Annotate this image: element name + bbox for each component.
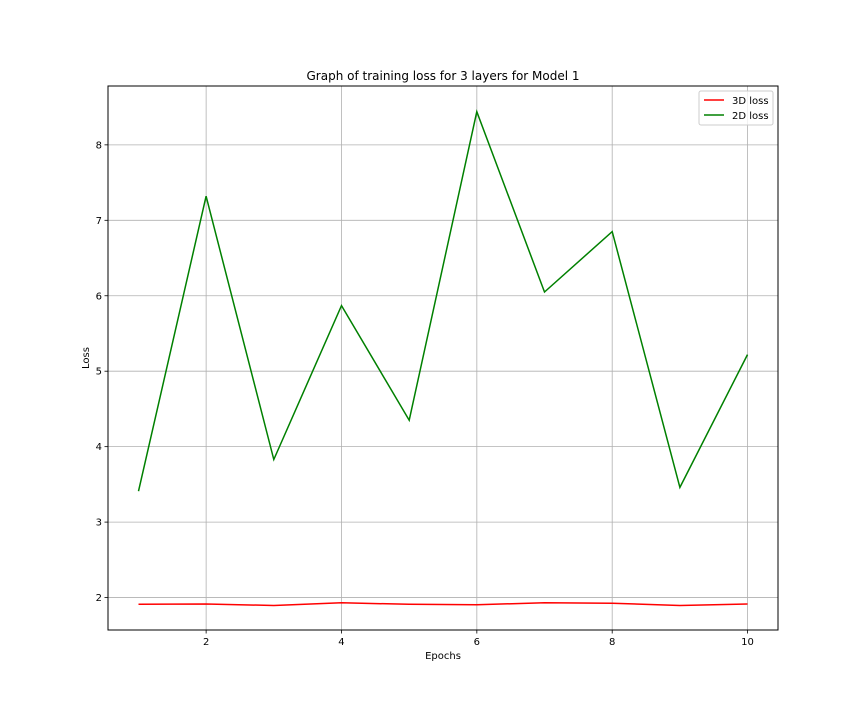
x-tick-label-6: 6	[474, 637, 480, 648]
legend: 3D loss 2D loss	[698, 90, 774, 126]
x-tick-label-10: 10	[741, 637, 754, 648]
series-line-2d-loss	[137, 109, 749, 492]
chart-title: Graph of training loss for 3 layers for …	[306, 69, 579, 83]
y-tick-label-6: 6	[96, 291, 102, 302]
axis-ticks: 2 4 6 8 10 2 3 4 5 6 7 8	[96, 140, 754, 648]
y-tick-label-7: 7	[96, 216, 102, 227]
plot-frame	[107, 85, 779, 631]
series-line-3d-loss	[138, 602, 748, 607]
y-tick-label-4: 4	[96, 442, 102, 453]
legend-label-3d-loss: 3D loss	[732, 96, 769, 107]
x-axis-label: Epochs	[425, 651, 461, 662]
y-tick-label-2: 2	[96, 593, 102, 604]
x-tick-label-4: 4	[338, 637, 344, 648]
y-tick-label-3: 3	[96, 518, 102, 529]
x-tick-label-8: 8	[609, 637, 615, 648]
grid	[108, 86, 778, 630]
legend-label-2d-loss: 2D loss	[732, 111, 769, 122]
x-tick-label-2: 2	[203, 637, 209, 648]
y-axis-label: Loss	[81, 347, 92, 369]
y-tick-label-5: 5	[96, 367, 102, 378]
y-tick-label-8: 8	[96, 140, 102, 151]
series-lines	[137, 109, 749, 607]
